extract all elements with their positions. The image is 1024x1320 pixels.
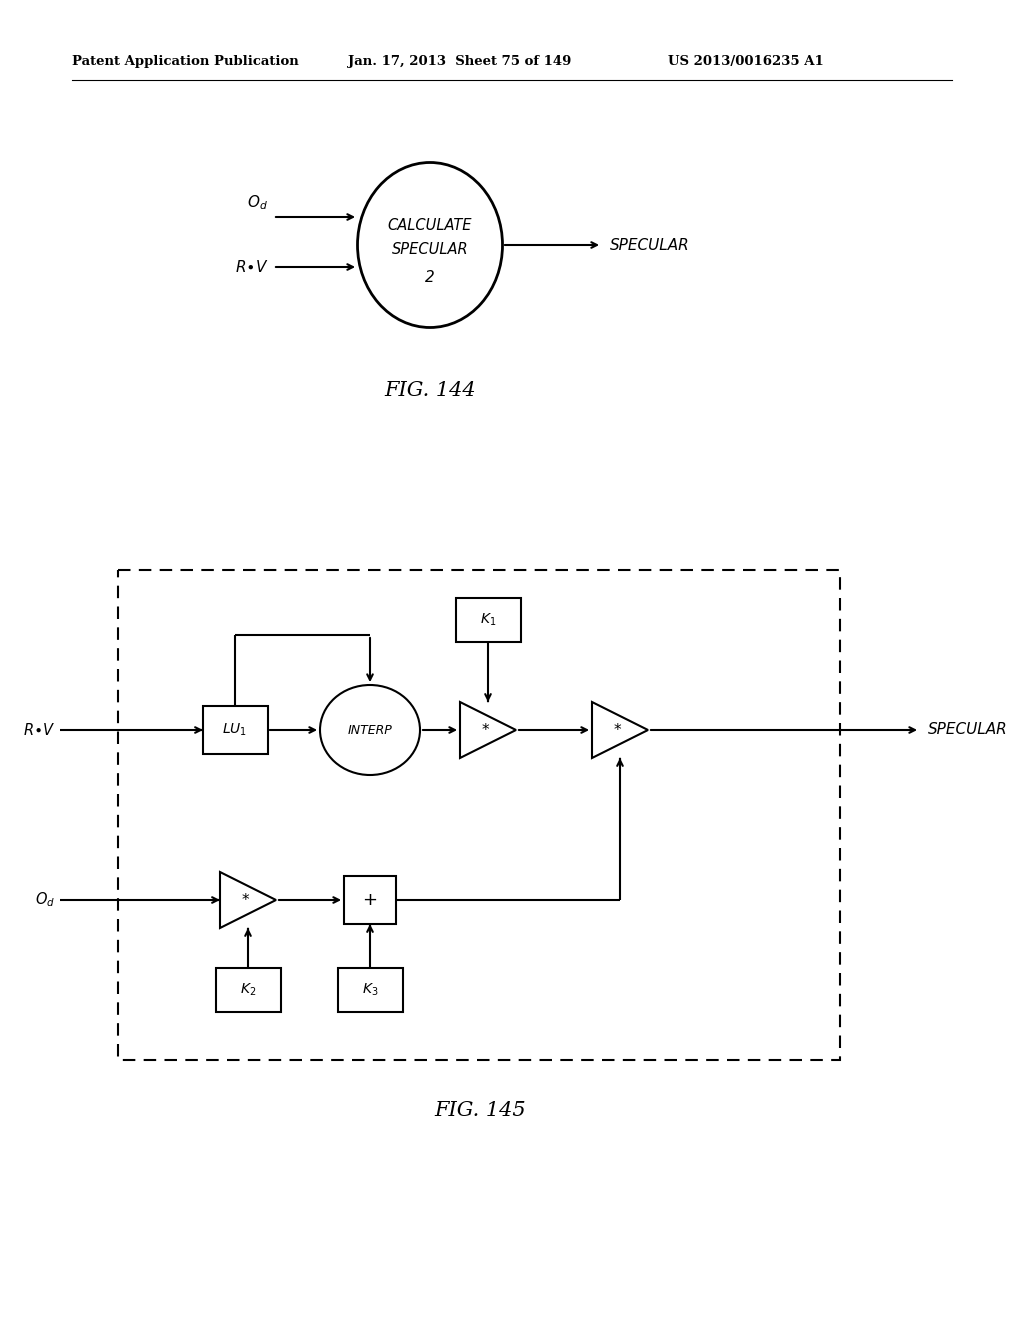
- Text: *: *: [242, 892, 249, 908]
- Polygon shape: [220, 873, 276, 928]
- Text: *: *: [481, 722, 488, 738]
- Bar: [216, 968, 281, 1012]
- Ellipse shape: [319, 685, 420, 775]
- Text: *: *: [613, 722, 621, 738]
- Bar: [456, 598, 521, 642]
- Bar: [344, 876, 396, 924]
- Text: $R{\bullet}V$: $R{\bullet}V$: [23, 722, 55, 738]
- Polygon shape: [460, 702, 516, 758]
- Text: $O_d$: $O_d$: [247, 194, 268, 213]
- Text: $K_2$: $K_2$: [240, 982, 256, 998]
- Text: FIG. 144: FIG. 144: [384, 380, 476, 400]
- Text: $O_d$: $O_d$: [35, 891, 55, 909]
- Text: $LU_1$: $LU_1$: [222, 722, 248, 738]
- Text: Patent Application Publication: Patent Application Publication: [72, 55, 299, 69]
- Text: $K_1$: $K_1$: [480, 611, 497, 628]
- Text: SPECULAR: SPECULAR: [392, 243, 468, 257]
- Text: SPECULAR: SPECULAR: [928, 722, 1008, 738]
- Text: CALCULATE: CALCULATE: [388, 218, 472, 232]
- Text: $K_3$: $K_3$: [361, 982, 378, 998]
- Polygon shape: [592, 702, 648, 758]
- Text: 2: 2: [425, 271, 435, 285]
- Text: +: +: [362, 891, 378, 909]
- Text: FIG. 145: FIG. 145: [434, 1101, 525, 1119]
- Text: US 2013/0016235 A1: US 2013/0016235 A1: [668, 55, 823, 69]
- Text: $R{\bullet}V$: $R{\bullet}V$: [234, 259, 268, 275]
- Bar: [338, 968, 403, 1012]
- Bar: [203, 706, 268, 754]
- Bar: [118, 570, 840, 1060]
- Text: INTERP: INTERP: [347, 723, 392, 737]
- Text: Jan. 17, 2013  Sheet 75 of 149: Jan. 17, 2013 Sheet 75 of 149: [348, 55, 571, 69]
- Text: SPECULAR: SPECULAR: [610, 238, 690, 252]
